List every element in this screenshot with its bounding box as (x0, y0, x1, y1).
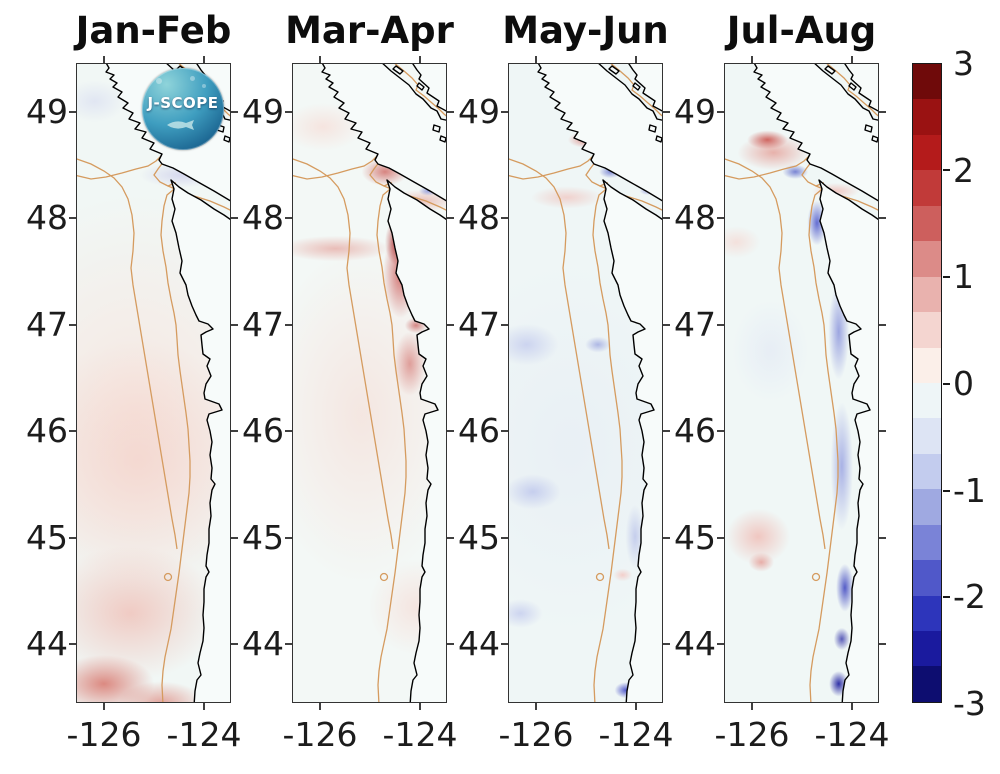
colorbar-tick (943, 383, 950, 385)
y-tick-label: 49 (458, 92, 500, 131)
x-tick-label: -124 (598, 715, 674, 754)
y-tick-label: 49 (242, 92, 284, 131)
colorbar-tick-label: 0 (953, 364, 974, 403)
coastline-svg (508, 63, 663, 703)
colorbar-tick (943, 490, 950, 492)
colorbar-segment (913, 560, 941, 596)
map-plot (508, 63, 663, 703)
coastline-svg (724, 63, 879, 703)
panel-title: May-Jun (502, 9, 669, 52)
map-panel-jan-feb: Jan-Feb J-SCOPE 49 48 47 46 45 44 -126 -… (26, 9, 241, 754)
x-tick-label: -126 (282, 715, 358, 754)
x-tick-label: -126 (66, 715, 142, 754)
fish-icon (167, 120, 194, 130)
colorbar-segment (913, 347, 941, 383)
colorbar-segments (913, 64, 941, 702)
x-tick-label: -124 (814, 715, 890, 754)
map-panel-mar-apr: Mar-Apr 49 48 47 46 45 44 -126 -124 (242, 9, 457, 754)
y-tick-label: 48 (242, 198, 284, 237)
map-panel-jul-aug: Jul-Aug 49 48 47 46 45 44 -126 -124 (674, 9, 889, 754)
coastline-svg (76, 63, 231, 703)
x-tick-label: -124 (382, 715, 458, 754)
colorbar-tick-label: 1 (953, 257, 974, 296)
map-plot (292, 63, 447, 703)
colorbar-segment (913, 276, 941, 313)
y-tick-label: 47 (458, 305, 500, 344)
panel-title: Jul-Aug (726, 9, 877, 52)
colorbar-segment (913, 453, 941, 490)
y-tick-label: 46 (458, 411, 500, 450)
y-tick-label: 45 (26, 518, 68, 557)
colorbar-tick-label: 2 (953, 151, 974, 190)
jscope-logo-text: J-SCOPE (147, 94, 219, 112)
y-tick-label: 44 (674, 624, 716, 663)
colorbar-tick (943, 169, 950, 171)
colorbar-tick (943, 596, 950, 598)
y-tick-label: 46 (242, 411, 284, 450)
map-plot (724, 63, 879, 703)
colorbar-segment (913, 241, 941, 277)
y-tick-label: 44 (242, 624, 284, 663)
y-tick-label: 48 (458, 198, 500, 237)
panel-title: Mar-Apr (285, 9, 454, 52)
y-tick-label: 45 (242, 518, 284, 557)
x-tick-label: -126 (498, 715, 574, 754)
colorbar-segment (913, 595, 941, 631)
colorbar-segment (913, 382, 941, 419)
colorbar-tick-label: -2 (953, 577, 986, 616)
colorbar-segment (913, 418, 941, 454)
x-tick-label: -124 (166, 715, 242, 754)
colorbar-segment (913, 489, 941, 525)
y-tick-label: 49 (26, 92, 68, 131)
colorbar-segment (913, 631, 941, 667)
y-tick-label: 44 (26, 624, 68, 663)
colorbar-segment (913, 666, 941, 702)
colorbar-segment (913, 312, 941, 348)
colorbar-tick-label: -1 (953, 471, 986, 510)
jscope-logo: J-SCOPE (142, 68, 224, 150)
colorbar-tick-label: 3 (953, 44, 974, 83)
y-tick-label: 46 (26, 411, 68, 450)
y-tick-label: 48 (26, 198, 68, 237)
map-panel-may-jun: May-Jun 49 48 47 46 45 44 -126 -124 (458, 9, 673, 754)
colorbar-segment (913, 170, 941, 206)
y-tick-label: 47 (242, 305, 284, 344)
y-tick-label: 47 (674, 305, 716, 344)
colorbar-tick (943, 276, 950, 278)
colorbar-segment (913, 134, 941, 171)
y-tick-label: 49 (674, 92, 716, 131)
colorbar-segment (913, 99, 941, 135)
x-tick-label: -126 (714, 715, 790, 754)
colorbar: 3 2 1 0 -1 -2 -3 (912, 45, 986, 723)
colorbar-segment (913, 64, 941, 100)
coastline-svg (292, 63, 447, 703)
colorbar-segment (913, 524, 941, 561)
y-tick-label: 44 (458, 624, 500, 663)
y-tick-label: 45 (674, 518, 716, 557)
map-plot (76, 63, 231, 703)
colorbar-segment (913, 205, 941, 242)
colorbar-tick-label: -3 (953, 684, 986, 723)
panel-title: Jan-Feb (75, 9, 232, 52)
y-tick-label: 47 (26, 305, 68, 344)
y-tick-label: 46 (674, 411, 716, 450)
y-tick-label: 45 (458, 518, 500, 557)
y-tick-label: 48 (674, 198, 716, 237)
